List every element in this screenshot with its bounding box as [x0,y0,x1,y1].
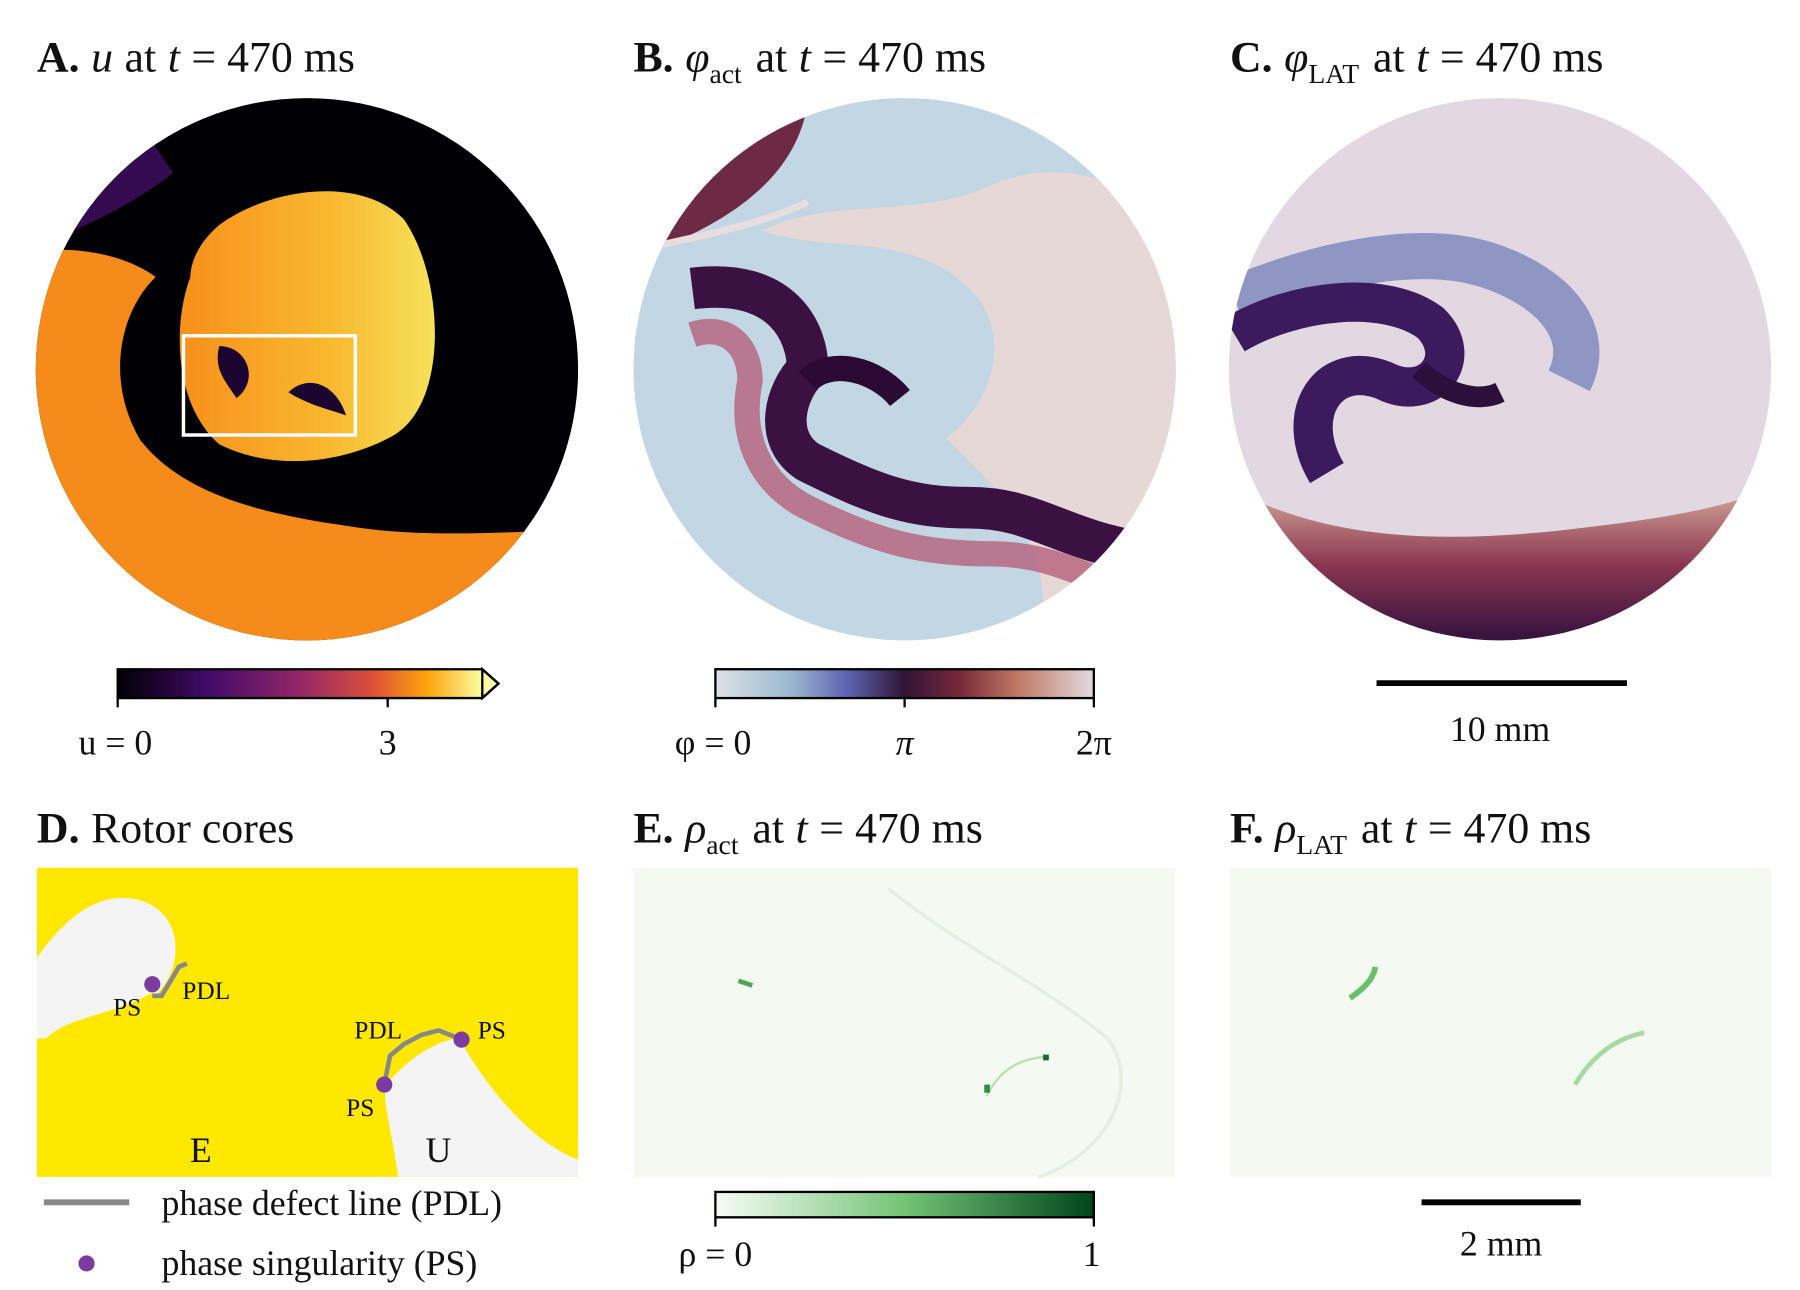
annotation: E [190,1130,212,1170]
panel-c-image [1228,98,1772,641]
symbol: ρ [1273,804,1296,852]
var: t [1416,34,1430,82]
colorbar-label: 3 [379,723,397,763]
annotation: PDL [182,977,230,1005]
panel-e-image [633,867,1175,1177]
colorbar [714,1190,1095,1219]
subscript: act [709,58,742,89]
annotation: PS [478,1016,506,1044]
label: D. [37,804,80,852]
trace [1573,1030,1645,1086]
legend-dot [78,1255,95,1272]
text: at [125,34,157,82]
label: C. [1230,34,1273,82]
ps [376,1076,393,1093]
pdl [381,1027,461,1086]
title-c: C. φLAT at t = 470 ms [1230,34,1603,90]
ps [144,976,161,993]
subscript: act [706,829,739,860]
panel-b-image [633,98,1176,641]
subscript: LAT [1308,58,1359,89]
annotation: PS [346,1094,374,1122]
panel-a-image [35,98,579,641]
colorbar-label: 1 [1083,1234,1101,1274]
symbol: φ [1284,34,1308,82]
subscript: LAT [1296,829,1347,860]
label: B. [633,34,673,82]
text: = 470 ms [1440,34,1604,82]
text: = 470 ms [822,34,986,82]
panel-f-image [1230,867,1772,1177]
annotation: PDL [354,1016,402,1044]
colorbar-frame [116,668,501,700]
symbol: ρ [683,804,706,852]
title-d: D. Rotor cores [37,804,294,852]
text: at [1361,804,1393,852]
colorbar-extend [481,666,501,701]
pdl [152,961,188,999]
colorbar [117,669,483,699]
title-e: E. ρact at t = 470 ms [633,804,982,860]
text: at [756,34,788,82]
title-f: F. ρLAT at t = 470 ms [1230,804,1591,860]
text: at [1373,34,1405,82]
zoom-box [181,334,358,437]
var: t [796,804,810,852]
text: at [752,804,784,852]
symbol: u [91,34,113,82]
title-b: B. φact at t = 470 ms [633,34,986,90]
trace [984,1084,990,1093]
colorbar [714,668,1095,700]
trace [1348,966,1379,1001]
trace [1043,1054,1049,1061]
scale-label: 10 mm [1450,709,1550,749]
legend-label: phase singularity (PS) [162,1243,478,1283]
trace [887,887,1123,1179]
var: t [168,34,182,82]
ps [453,1031,470,1048]
colorbar-label: 2π [1076,723,1112,763]
var: t [799,34,813,82]
colorbar-label: ρ = 0 [679,1234,753,1274]
label: F. [1230,804,1264,852]
var: t [1404,804,1418,852]
legend-label: phase defect line (PDL) [162,1183,502,1223]
text: = 470 ms [191,34,355,82]
symbol: φ [685,34,709,82]
colorbar-label: π [896,723,915,763]
colorbar-label: φ = 0 [675,723,752,763]
region-u [36,967,153,1039]
scale-label: 2 mm [1460,1223,1543,1263]
text: = 470 ms [819,804,983,852]
title-a: A. u at t = 470 ms [37,34,355,82]
region-u [384,1038,579,1177]
annotation: U [426,1130,452,1170]
label: E. [633,804,673,852]
colorbar-label: u = 0 [78,723,152,763]
annotation: PS [113,993,141,1021]
label: A. [37,34,80,82]
trace [737,978,754,988]
text: = 470 ms [1428,804,1592,852]
text: Rotor cores [91,804,294,852]
